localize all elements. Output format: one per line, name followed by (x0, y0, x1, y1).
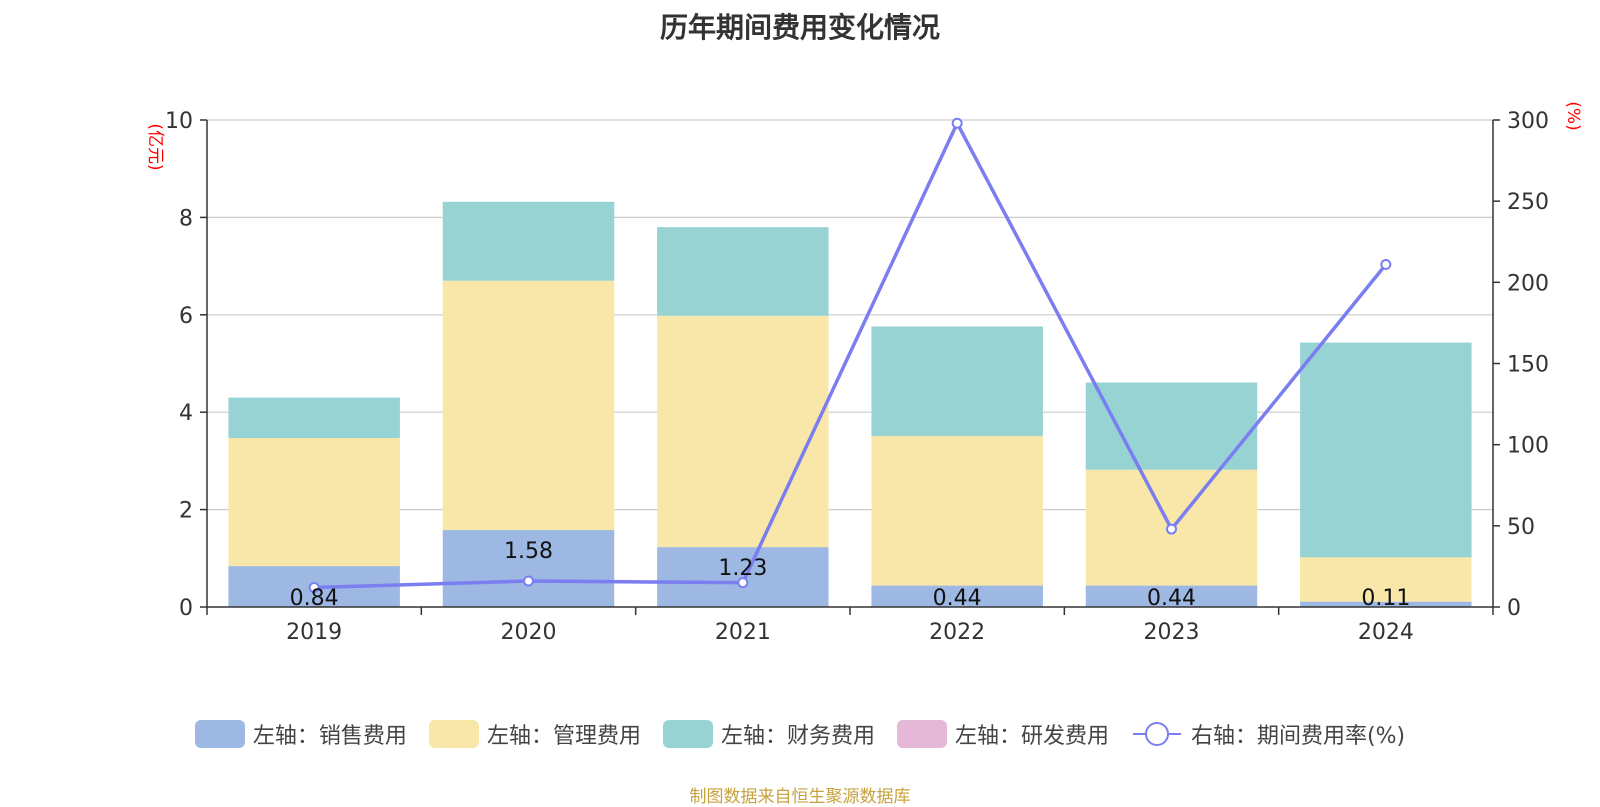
legend-line-marker-icon (1132, 722, 1181, 746)
rate-line-series (308, 117, 1392, 594)
bar-segment (657, 227, 829, 316)
bar-segment (871, 585, 1043, 607)
x-axis-tick-label: 2023 (1144, 620, 1200, 645)
bar-segment (657, 547, 829, 607)
legend-item[interactable]: 左轴：管理费用 (428, 718, 641, 750)
legend-item[interactable]: 左轴：研发费用 (896, 718, 1109, 750)
bar-segment (1300, 601, 1472, 607)
bar-segment (871, 436, 1043, 586)
bar-segment (228, 397, 400, 439)
right-axis-tick-label: 100 (1507, 434, 1549, 459)
left-axis-tick-label: 0 (179, 596, 193, 621)
right-axis-tick-label: 200 (1507, 271, 1549, 296)
legend-label: 左轴：销售费用 (252, 724, 407, 749)
left-axis-tick-label: 8 (179, 206, 193, 231)
bar-segment (657, 315, 829, 548)
right-axis-tick-label: 150 (1507, 353, 1549, 378)
legend-swatch (194, 720, 245, 748)
right-axis-tick-label: 0 (1507, 596, 1521, 621)
rate-point (308, 582, 320, 594)
legend: 左轴：销售费用 左轴：管理费用 左轴：财务费用 左轴：研发费用 右轴：期间费用率(%) (0, 718, 1600, 750)
x-axis-tick-label: 2022 (929, 620, 985, 645)
data-label: 0.11 (1361, 586, 1410, 611)
x-axis-tick-label: 2020 (501, 620, 557, 645)
rate-point (1380, 258, 1392, 270)
data-label: 0.44 (933, 586, 982, 611)
legend-label: 左轴：研发费用 (954, 724, 1109, 749)
data-labels: 0.84 1.58 1.23 0.44 0.44 0.11 (290, 539, 1411, 611)
left-axis-tick-label: 2 (179, 499, 193, 524)
right-axis-tick-label: 250 (1507, 190, 1549, 215)
chart-title: 历年期间费用变化情况 (659, 11, 940, 44)
x-axis-tick-label: 2021 (715, 620, 771, 645)
legend-swatch (428, 720, 479, 748)
right-axis-unit: (%) (1563, 101, 1583, 130)
data-label: 0.84 (290, 586, 339, 611)
legend-item[interactable]: 右轴：期间费用率(%) (1131, 718, 1405, 750)
bar-segment (1300, 557, 1472, 602)
legend-label: 左轴：财务费用 (720, 724, 875, 749)
legend-label: 右轴：期间费用率(%) (1190, 724, 1406, 749)
bar-segment (228, 438, 400, 567)
left-axis-tick-label: 10 (165, 109, 193, 134)
legend-item[interactable]: 左轴：销售费用 (194, 718, 407, 750)
source-note: 制图数据来自恒生聚源数据库 (689, 787, 911, 807)
bar-segment (442, 280, 615, 531)
data-label: 1.58 (504, 539, 553, 564)
legend-swatch (896, 720, 947, 748)
data-label: 1.23 (718, 556, 767, 581)
rate-point (523, 575, 534, 587)
rate-line (314, 121, 1388, 590)
bar-series (228, 201, 1472, 607)
x-axis-tick-label: 2019 (286, 620, 342, 645)
data-label: 0.44 (1147, 586, 1196, 611)
bar-segment (1300, 342, 1472, 558)
x-axis-tick-label: 2024 (1358, 620, 1414, 645)
rate-point (1166, 523, 1177, 535)
bar-segment (871, 326, 1043, 437)
rate-point (737, 577, 749, 589)
grid-lines (207, 119, 1493, 511)
right-axis-tick-label: 300 (1507, 109, 1549, 134)
legend-item[interactable]: 左轴：财务费用 (662, 718, 875, 750)
left-axis-tick-label: 6 (179, 304, 193, 329)
left-axis-tick-label: 4 (179, 401, 193, 426)
rate-point (951, 117, 963, 129)
legend-swatch (662, 720, 713, 748)
bar-segment (1085, 585, 1258, 607)
left-axis-unit: (亿元) (145, 123, 165, 170)
bar-segment (1085, 382, 1258, 470)
bar-segment (442, 530, 615, 607)
legend-label: 左轴：管理费用 (486, 724, 641, 749)
right-axis-tick-label: 50 (1507, 515, 1535, 540)
bar-segment (442, 201, 615, 281)
